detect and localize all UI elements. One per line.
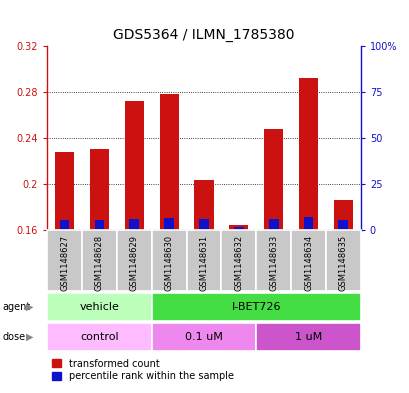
Bar: [338, 220, 347, 230]
Title: GDS5364 / ILMN_1785380: GDS5364 / ILMN_1785380: [113, 28, 294, 42]
Bar: [268, 219, 278, 230]
Bar: [124, 101, 144, 230]
Text: agent: agent: [2, 302, 30, 312]
Text: GSM1148633: GSM1148633: [269, 235, 277, 292]
Text: GSM1148629: GSM1148629: [130, 235, 138, 291]
Legend: transformed count, percentile rank within the sample: transformed count, percentile rank withi…: [52, 358, 233, 382]
Bar: [55, 152, 74, 230]
Bar: [159, 94, 178, 230]
Text: 1 uM: 1 uM: [294, 332, 321, 342]
Bar: [151, 230, 186, 291]
Bar: [194, 180, 213, 230]
Text: ▶: ▶: [26, 302, 33, 312]
Text: ▶: ▶: [26, 332, 33, 342]
Bar: [333, 200, 352, 230]
Bar: [199, 219, 208, 230]
Bar: [234, 227, 243, 230]
Text: control: control: [80, 332, 119, 342]
Bar: [129, 219, 139, 230]
Bar: [325, 230, 360, 291]
Bar: [186, 230, 221, 291]
Text: GSM1148627: GSM1148627: [60, 235, 69, 291]
Bar: [151, 292, 360, 321]
Bar: [221, 230, 256, 291]
Bar: [303, 217, 312, 230]
Bar: [94, 220, 104, 230]
Text: GSM1148632: GSM1148632: [234, 235, 243, 291]
Bar: [60, 220, 69, 230]
Bar: [256, 323, 360, 351]
Text: 0.1 uM: 0.1 uM: [184, 332, 222, 342]
Text: I-BET726: I-BET726: [231, 302, 280, 312]
Bar: [229, 224, 248, 230]
Bar: [151, 323, 256, 351]
Bar: [90, 149, 109, 230]
Bar: [82, 230, 117, 291]
Bar: [256, 230, 290, 291]
Bar: [298, 78, 317, 230]
Bar: [290, 230, 325, 291]
Text: dose: dose: [2, 332, 25, 342]
Bar: [164, 218, 173, 230]
Bar: [47, 323, 151, 351]
Bar: [117, 230, 151, 291]
Text: GSM1148628: GSM1148628: [95, 235, 103, 291]
Text: vehicle: vehicle: [79, 302, 119, 312]
Text: GSM1148630: GSM1148630: [164, 235, 173, 291]
Bar: [263, 129, 283, 230]
Bar: [47, 292, 151, 321]
Text: GSM1148635: GSM1148635: [338, 235, 347, 291]
Bar: [47, 230, 82, 291]
Text: GSM1148634: GSM1148634: [303, 235, 312, 291]
Text: GSM1148631: GSM1148631: [199, 235, 208, 291]
